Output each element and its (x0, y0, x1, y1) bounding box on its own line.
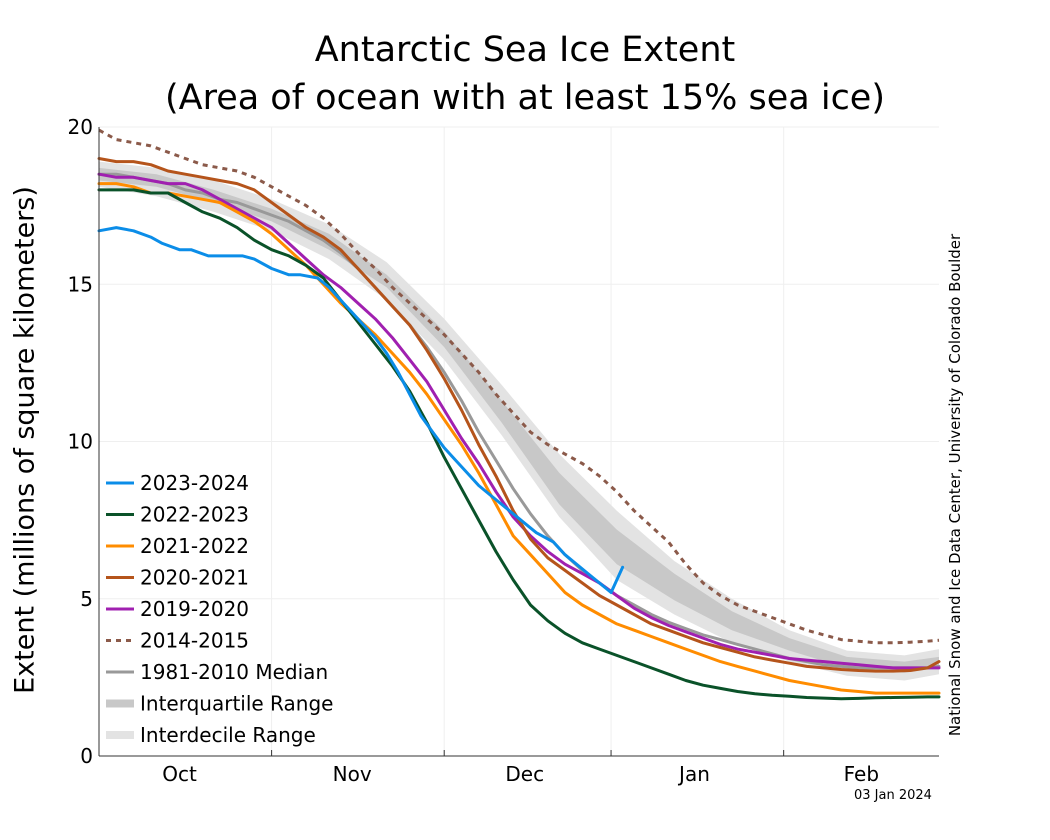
date-stamp: 03 Jan 2024 (854, 788, 932, 803)
legend-label: 2020-2021 (140, 566, 249, 590)
x-tick-label: Jan (677, 762, 710, 786)
y-tick-label: 15 (68, 272, 93, 296)
x-tick-label: Nov (333, 762, 372, 786)
legend-label: Interdecile Range (140, 723, 316, 747)
legend: 2023-2024 2022-2023 2021-2022 2020-2021 2019… (106, 471, 333, 747)
range-bands (99, 161, 939, 681)
x-tick-label: Feb (844, 762, 879, 786)
series-line-2022-2023 (97, 188, 941, 701)
x-tick-label: Oct (162, 762, 197, 786)
series-line-2014-2015 (98, 128, 940, 645)
axes: 0 5 10 15 20 Oct Nov Dec Jan Feb (68, 115, 939, 786)
legend-label: 2022-2023 (140, 503, 249, 527)
grid (99, 126, 939, 756)
x-tick-label: Dec (505, 762, 544, 786)
legend-label: 2014-2015 (140, 629, 249, 653)
legend-label: 2019-2020 (140, 597, 249, 621)
legend-label: 1981-2010 Median (140, 660, 328, 684)
chart-title: Antarctic Sea Ice Extent (314, 30, 736, 70)
chart-subtitle: (Area of ocean with at least 15% sea ice… (164, 78, 885, 118)
y-tick-label: 20 (68, 115, 93, 139)
series-line-2020-2021 (97, 157, 941, 673)
y-tick-label: 0 (80, 744, 93, 768)
y-tick-label: 10 (68, 430, 93, 454)
legend-label: 2021-2022 (140, 534, 249, 558)
series-line-2021-2022 (97, 182, 941, 695)
legend-label: Interquartile Range (140, 692, 333, 716)
series-lines (97, 128, 941, 701)
series-line-2023-2024 (97, 226, 625, 594)
legend-label: 2023-2024 (140, 471, 249, 495)
interdecile-range-band (99, 161, 939, 681)
y-tick-label: 5 (80, 587, 93, 611)
